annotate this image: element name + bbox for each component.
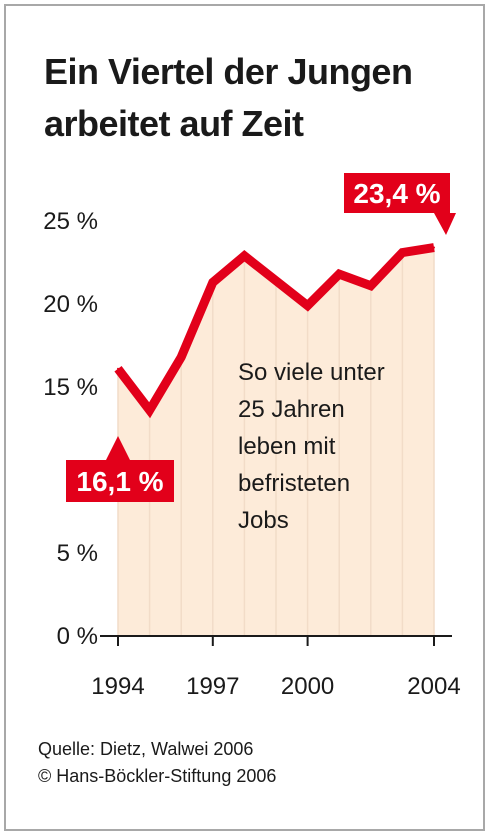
data-point	[433, 246, 435, 249]
source-line: Quelle: Dietz, Walwei 2006	[38, 739, 254, 759]
source-note: Quelle: Dietz, Walwei 2006 © Hans-Böckle…	[38, 736, 276, 790]
data-point	[338, 273, 341, 276]
chart-annotation: So viele unter 25 Jahren leben mit befri…	[238, 354, 448, 539]
x-tick-label: 1997	[186, 673, 239, 700]
title-line-1: Ein Viertel der Jungen	[44, 51, 413, 92]
data-point	[211, 281, 214, 284]
y-tick-label: 0 %	[57, 623, 98, 650]
title-line-2: arbeitet auf Zeit	[44, 103, 304, 144]
copyright-line: © Hans-Böckler-Stiftung 2006	[38, 766, 277, 786]
callout-label-start: 16,1 %	[76, 466, 163, 497]
y-tick-label: 5 %	[57, 540, 98, 567]
y-tick-label: 15 %	[43, 374, 98, 401]
x-tick-label: 1994	[91, 673, 144, 700]
y-tick-label: 25 %	[43, 208, 98, 235]
callout-label-end: 23,4 %	[353, 178, 440, 209]
annotation-line-3: leben mit	[238, 433, 336, 460]
data-point	[180, 356, 183, 359]
data-point	[243, 254, 246, 257]
annotation-line-4: befristeten	[238, 470, 351, 497]
x-tick-label: 2004	[407, 673, 460, 700]
data-point	[117, 367, 119, 370]
data-point	[401, 251, 404, 254]
data-point	[369, 284, 372, 287]
callout-box-end	[344, 173, 456, 235]
data-point	[306, 304, 309, 307]
chart-title: Ein Viertel der Jungen arbeitet auf Zeit	[44, 46, 484, 150]
y-tick-label: 20 %	[43, 291, 98, 318]
data-point	[275, 279, 277, 282]
callout-box-start	[66, 436, 174, 502]
x-tick-label: 2000	[281, 673, 334, 700]
annotation-line-5: Jobs	[238, 507, 289, 534]
data-point	[148, 409, 151, 412]
annotation-line-2: 25 Jahren	[238, 396, 345, 423]
annotation-line-1: So viele unter	[238, 359, 385, 386]
